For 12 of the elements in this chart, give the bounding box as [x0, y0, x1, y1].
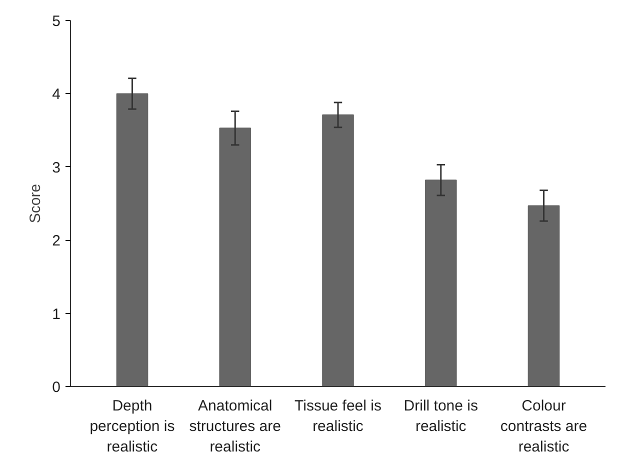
x-tick-label: Drill tone is realistic [404, 398, 478, 435]
y-tick-label: 3 [52, 159, 60, 176]
x-tick-label: Depth perception is realistic [90, 398, 175, 456]
x-tick-label: Colour contrasts are realistic [500, 398, 588, 456]
y-tick-label: 0 [52, 379, 60, 396]
y-axis-title: Score [27, 184, 44, 224]
y-tick-label: 1 [52, 306, 60, 323]
y-tick-label: 4 [52, 86, 60, 104]
x-tick-label: Anatomical structures are realistic [189, 398, 281, 456]
y-tick-label: 5 [52, 13, 60, 30]
y-tick-label: 2 [52, 232, 60, 250]
x-tick-label: Tissue feel is realistic [294, 398, 382, 435]
